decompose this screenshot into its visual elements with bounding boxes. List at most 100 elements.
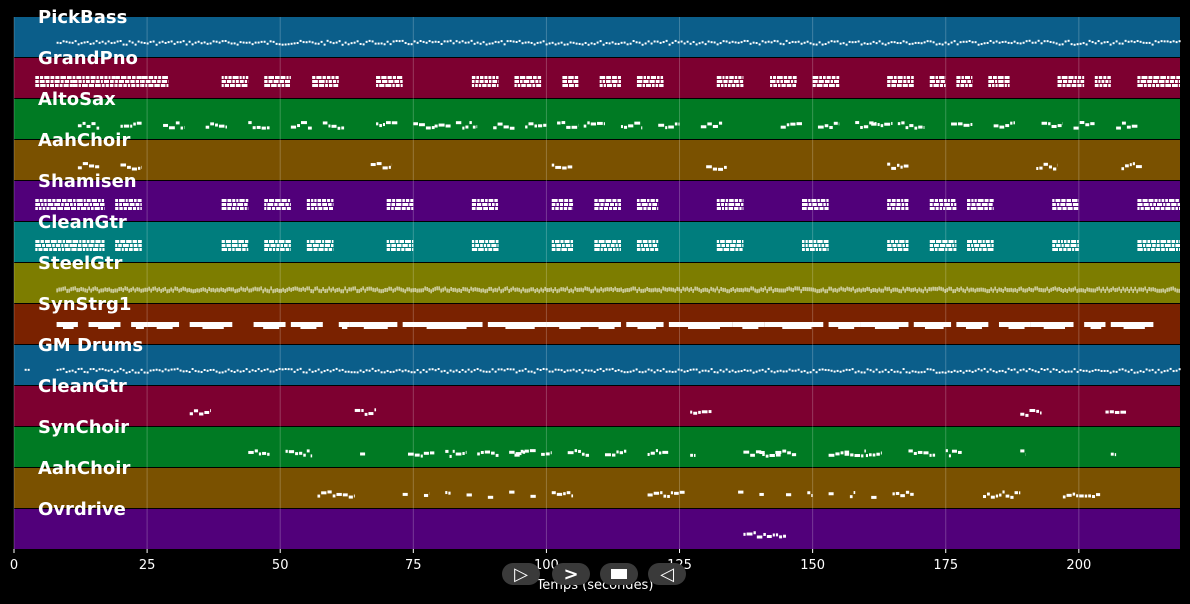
note <box>221 240 225 243</box>
note <box>636 199 640 202</box>
note <box>646 286 648 291</box>
forward-button[interactable]: > <box>552 563 590 585</box>
note <box>115 199 119 202</box>
note <box>156 288 158 293</box>
note <box>836 76 840 79</box>
note <box>604 287 606 292</box>
note <box>560 41 563 44</box>
note <box>294 286 296 291</box>
note <box>1156 244 1160 247</box>
note <box>85 76 90 79</box>
note <box>1055 368 1058 371</box>
note <box>1166 76 1170 79</box>
note <box>112 289 114 294</box>
note <box>594 203 600 206</box>
note <box>344 370 347 373</box>
note <box>246 248 249 251</box>
note <box>599 367 602 370</box>
note <box>95 84 101 87</box>
note <box>227 41 230 44</box>
note <box>652 240 656 243</box>
note <box>149 40 152 43</box>
note <box>998 287 1000 292</box>
note <box>943 199 947 202</box>
note <box>813 240 817 243</box>
note <box>365 369 368 372</box>
note <box>1022 41 1025 44</box>
note <box>274 203 278 206</box>
note <box>635 41 638 44</box>
note <box>114 84 116 87</box>
note <box>785 39 788 42</box>
note <box>485 199 488 202</box>
note <box>851 41 854 44</box>
note <box>140 288 142 293</box>
note <box>1161 248 1165 251</box>
note <box>288 450 295 454</box>
note <box>1138 287 1140 292</box>
note <box>590 289 592 294</box>
note <box>1174 80 1178 83</box>
note <box>264 240 268 243</box>
note <box>385 121 391 125</box>
note <box>423 451 429 455</box>
note <box>922 289 924 294</box>
note <box>641 126 643 130</box>
play-button[interactable]: ▷ <box>502 563 540 585</box>
note <box>76 76 82 79</box>
note <box>968 369 971 372</box>
note <box>396 199 402 202</box>
note <box>425 126 431 130</box>
note <box>1064 40 1067 43</box>
note <box>466 493 472 497</box>
note <box>52 244 55 247</box>
note <box>35 207 38 210</box>
note <box>905 240 909 243</box>
note <box>64 80 70 83</box>
note <box>707 370 710 373</box>
note <box>493 126 497 130</box>
note <box>139 248 142 251</box>
note <box>119 199 125 202</box>
note <box>318 248 324 251</box>
note <box>1178 288 1180 293</box>
note <box>318 207 323 210</box>
note <box>564 199 569 202</box>
note <box>828 453 835 457</box>
note <box>482 41 485 44</box>
note <box>35 248 38 251</box>
note <box>1126 286 1128 291</box>
note <box>692 368 695 371</box>
note <box>148 84 154 87</box>
note <box>244 288 246 293</box>
note <box>38 207 42 210</box>
note <box>895 491 900 495</box>
note <box>1067 240 1071 243</box>
note <box>1121 368 1124 371</box>
note <box>601 244 606 247</box>
note <box>698 371 701 374</box>
note <box>655 199 659 202</box>
note <box>248 450 254 454</box>
note <box>832 288 834 293</box>
note <box>317 42 320 45</box>
note <box>86 371 89 374</box>
note <box>386 287 388 292</box>
note <box>209 368 212 371</box>
track-label: AahChoir <box>38 130 130 151</box>
back-button[interactable]: ◁ <box>648 563 686 585</box>
note <box>900 289 902 294</box>
note <box>808 244 813 247</box>
note <box>989 199 994 202</box>
note <box>524 368 527 371</box>
note <box>128 40 131 43</box>
stop-button[interactable] <box>600 563 638 585</box>
note <box>122 203 129 206</box>
note <box>110 80 114 83</box>
note <box>416 288 418 293</box>
note <box>671 370 674 373</box>
note <box>644 42 647 45</box>
note <box>288 244 291 247</box>
note <box>863 371 866 374</box>
note <box>939 76 945 79</box>
